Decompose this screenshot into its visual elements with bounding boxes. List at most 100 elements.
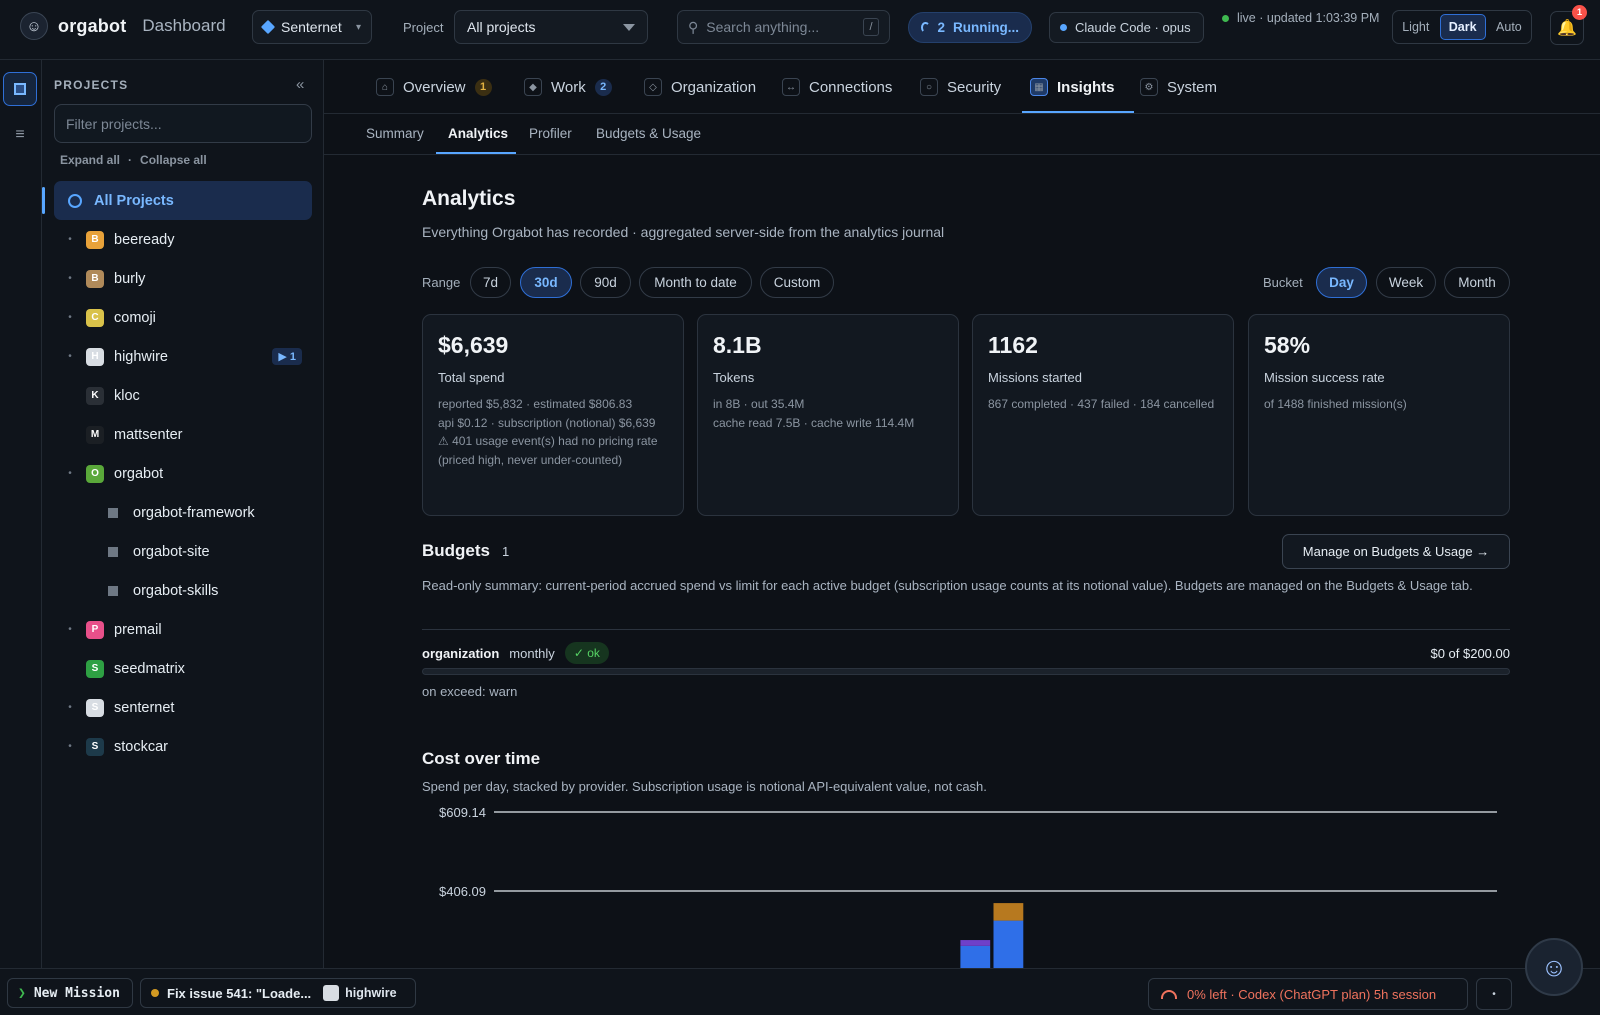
tab-insights[interactable]: ▦ Insights (1030, 60, 1115, 114)
organization-icon: ◇ (644, 78, 662, 96)
bucket-day[interactable]: Day (1316, 267, 1367, 298)
project-label: Project (403, 20, 444, 35)
collapse-all-link[interactable]: Collapse all (140, 153, 207, 167)
bar-segment[interactable] (960, 945, 991, 968)
assistant-avatar-button[interactable]: ☺ (1525, 938, 1583, 996)
sidebar-item-label: kloc (114, 387, 140, 404)
project-avatar-icon: P (86, 620, 104, 639)
expand-bullet-icon[interactable]: • (68, 351, 72, 362)
tab-connections[interactable]: ↔ Connections (782, 60, 892, 114)
task-project: highwire (323, 985, 397, 1001)
tab-organization[interactable]: ◇ Organization (644, 60, 756, 114)
global-search[interactable]: ⚲ Search anything... / (677, 10, 890, 44)
notifications-button[interactable]: 🔔 (1550, 11, 1584, 45)
bucket-week[interactable]: Week (1376, 267, 1436, 298)
sidebar-item-orgabot-framework[interactable]: orgabot-framework (54, 493, 312, 532)
menu-icon[interactable]: ≡ (15, 126, 25, 143)
subtab-analytics[interactable]: Analytics (448, 126, 509, 141)
stat-label: Mission success rate (1264, 370, 1385, 385)
more-options-button[interactable]: • (1476, 978, 1512, 1010)
folder-icon (108, 546, 118, 557)
tab-overview[interactable]: ⌂ Overview 1 (376, 60, 492, 114)
usage-limit-indicator[interactable]: 0% left · Codex (ChatGPT plan) 5h sessio… (1148, 978, 1468, 1010)
search-placeholder: Search anything... (706, 19, 820, 35)
project-select[interactable]: All projects (454, 10, 648, 44)
bar-segment[interactable] (993, 920, 1024, 968)
tab-work[interactable]: ◆ Work 2 (524, 60, 612, 114)
expand-bullet-icon[interactable]: • (68, 468, 72, 479)
tab-security[interactable]: ○ Security (920, 60, 1001, 114)
tab-system[interactable]: ⚙ System (1140, 60, 1217, 114)
sidebar-item-label: seedmatrix (114, 660, 185, 677)
range-7d[interactable]: 7d (470, 267, 511, 298)
expand-bullet-icon[interactable]: • (68, 741, 72, 752)
expand-bullet-icon[interactable]: • (68, 273, 72, 284)
y-tick-label: $609.14 (439, 805, 486, 820)
task-title: Fix issue 541: "Loade... (167, 985, 312, 1001)
filter-projects-input[interactable]: Filter projects... (54, 104, 312, 143)
subtab-profiler[interactable]: Profiler (529, 126, 572, 141)
theme-auto[interactable]: Auto (1496, 20, 1522, 34)
expand-bullet-icon[interactable]: • (68, 312, 72, 323)
budget-period: monthly (509, 645, 555, 661)
subtab-summary[interactable]: Summary (366, 126, 424, 141)
budget-row: organization monthly ✓ ok $0 of $200.00 (422, 641, 1510, 665)
expand-all-link[interactable]: Expand all (60, 153, 121, 167)
theme-toggle: Light Dark Auto (1392, 10, 1532, 44)
sidebar-item-label: orgabot (114, 465, 164, 482)
bucket-month[interactable]: Month (1444, 267, 1510, 298)
subtab-budgets-usage[interactable]: Budgets & Usage (596, 126, 702, 141)
stat-detail-line: api $0.12 · subscription (notional) $6,6… (438, 415, 656, 430)
top-bar: ☺ orgabot Dashboard Senternet ▾ Project … (0, 0, 1600, 60)
expand-bullet-icon[interactable]: • (68, 702, 72, 713)
range-month-to-date[interactable]: Month to date (639, 267, 752, 298)
brand[interactable]: ☺ orgabot Dashboard (20, 12, 226, 40)
expand-bullet-icon[interactable]: • (68, 624, 72, 635)
bar-segment[interactable] (993, 903, 1024, 921)
range-90d[interactable]: 90d (580, 267, 631, 298)
stat-detail-line: 867 completed · 437 failed · 184 cancell… (988, 397, 1215, 411)
workspace-diamond-icon (260, 19, 276, 35)
theme-dark[interactable]: Dark (1439, 14, 1486, 40)
notification-badge: 1 (1572, 5, 1587, 20)
separator: · (128, 153, 133, 167)
manage-budgets-button[interactable]: Manage on Budgets & Usage → (1282, 534, 1510, 569)
task-status-dot (151, 989, 159, 997)
range-custom[interactable]: Custom (760, 267, 834, 298)
new-mission-button[interactable]: ❯ New Mission (7, 978, 133, 1008)
agent-selector[interactable]: Claude Code · opus (1049, 12, 1204, 43)
brand-name: orgabot (58, 15, 127, 36)
sidebar-item-orgabot-skills[interactable]: orgabot-skills (54, 571, 312, 610)
bottom-bar: ❯ New Mission Fix issue 541: "Loade... h… (0, 968, 1600, 1015)
rail-projects-button[interactable] (3, 72, 37, 106)
running-missions-button[interactable]: 2 Running... (908, 12, 1032, 43)
project-avatar-icon: H (86, 347, 104, 366)
sidebar-item-all-projects[interactable]: All Projects (42, 181, 312, 220)
gauge-icon (1161, 989, 1177, 999)
running-task-chip[interactable]: Fix issue 541: "Loade... highwire (140, 978, 416, 1008)
stat-detail-line: cache read 7.5B · cache write 114.4M (713, 415, 915, 430)
bar-segment[interactable] (960, 940, 991, 946)
sidebar-item-orgabot-site[interactable]: orgabot-site (54, 532, 312, 571)
workspace-switcher[interactable]: Senternet ▾ (252, 10, 372, 44)
stat-detail-line: in 8B · out 35.4M (713, 397, 805, 411)
stat-value: $6,639 (438, 332, 509, 358)
expand-bullet-icon[interactable]: • (68, 234, 72, 245)
budgets-heading: Budgets 1 (422, 541, 509, 561)
range-30d[interactable]: 30d (520, 267, 572, 298)
theme-light[interactable]: Light (1402, 20, 1430, 34)
collapse-sidebar-icon[interactable]: « (296, 76, 305, 93)
project-avatar-icon: S (86, 659, 104, 678)
